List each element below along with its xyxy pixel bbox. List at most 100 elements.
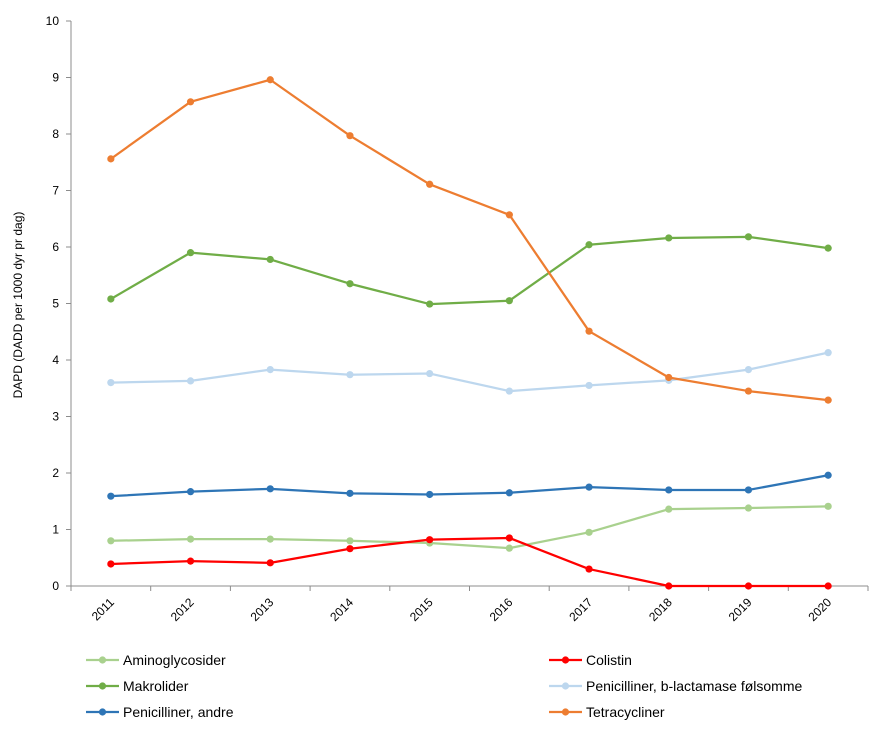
series-line [110, 536, 829, 588]
legend-item: Penicilliner, andre [86, 704, 234, 720]
data-point [186, 249, 195, 257]
legend-marker [561, 708, 570, 716]
data-point [505, 211, 513, 219]
data-point [505, 387, 513, 395]
data-point [266, 535, 274, 543]
y-tick-label: 6 [52, 240, 59, 254]
data-point [824, 582, 832, 590]
x-tick-label: 2012 [168, 595, 197, 624]
data-point [585, 528, 593, 536]
series-makrolider [107, 233, 832, 308]
data-point [107, 537, 115, 545]
data-point [426, 536, 434, 544]
y-tick-label: 0 [52, 579, 59, 593]
data-point [665, 505, 673, 513]
data-point [346, 280, 354, 288]
y-tick-label: 2 [52, 466, 59, 480]
legend-label: Colistin [586, 652, 632, 668]
x-tick-label: 2019 [726, 595, 755, 624]
data-point [426, 180, 434, 188]
series-line [110, 351, 829, 393]
legend-marker [98, 708, 107, 716]
data-point [186, 98, 195, 106]
x-tick-label: 2016 [487, 595, 516, 624]
data-point [585, 327, 593, 335]
data-point [824, 502, 832, 510]
legend-item: Penicilliner, b-lactamase følsomme [549, 678, 803, 694]
y-tick-label: 5 [52, 297, 59, 311]
data-point [266, 255, 274, 264]
x-tick-label: 2015 [407, 595, 436, 624]
legend-item: Tetracycliner [549, 704, 665, 720]
data-point [824, 471, 832, 479]
data-point [505, 489, 513, 497]
data-point [665, 234, 673, 242]
series-colistin [107, 534, 832, 590]
data-point [824, 244, 832, 252]
data-point [346, 132, 354, 140]
x-tick-label: 2011 [89, 595, 117, 623]
x-tick-label: 2018 [646, 595, 675, 624]
legend-label: Penicilliner, b-lactamase følsomme [586, 678, 803, 694]
data-point [824, 396, 832, 404]
data-point [266, 485, 274, 493]
data-point [266, 366, 274, 374]
series-penicilliner-andre [107, 471, 832, 500]
data-point [186, 377, 195, 385]
legend-marker [98, 682, 107, 690]
data-point [744, 233, 753, 241]
data-point [266, 76, 274, 84]
data-point [107, 492, 115, 500]
data-point [585, 483, 593, 491]
legend-item: Colistin [549, 652, 632, 668]
data-point [346, 489, 354, 497]
legend-item: Aminoglycosider [86, 652, 226, 668]
axes [70, 21, 868, 587]
y-axis-label: DAPD (DADD per 1000 dyr pr dag) [11, 212, 25, 399]
y-tick-label: 9 [52, 71, 59, 85]
legend-label: Penicilliner, andre [123, 704, 234, 720]
y-tick-label: 10 [46, 14, 60, 28]
data-point [744, 582, 753, 590]
data-point [186, 557, 195, 565]
data-point [665, 486, 673, 494]
data-point [107, 155, 115, 163]
legend: Aminoglycosider Colistin Makrolider Penicil… [86, 652, 803, 720]
data-point [744, 387, 753, 395]
data-point [186, 535, 195, 543]
x-tick-label: 2020 [805, 595, 834, 624]
series-line [110, 235, 829, 306]
data-point [505, 297, 513, 305]
data-point [665, 582, 673, 590]
series-line [110, 505, 829, 550]
data-point [107, 560, 115, 568]
y-tick-label: 8 [52, 127, 59, 141]
data-point [346, 371, 354, 379]
x-tick-labels: 2011 2012 2013 2014 2015 2016 2017 2018 2019 2020 [70, 586, 869, 624]
x-tick-label: 2013 [248, 595, 277, 624]
series-line [110, 474, 829, 498]
legend-marker [561, 682, 570, 690]
y-tick-labels: 0 1 2 3 4 5 6 7 8 9 10 [46, 14, 71, 593]
data-point [665, 373, 673, 382]
data-point [505, 534, 513, 542]
data-point [585, 381, 593, 390]
legend-marker [98, 656, 107, 664]
series-group [107, 76, 832, 590]
x-tick-label: 2014 [327, 595, 356, 624]
legend-label: Aminoglycosider [123, 652, 226, 668]
data-point [426, 300, 434, 308]
y-tick-label: 4 [52, 353, 59, 367]
data-point [107, 379, 115, 387]
data-point [186, 488, 195, 496]
data-point [266, 559, 274, 567]
y-tick-label: 3 [52, 410, 59, 424]
data-point [426, 369, 434, 378]
data-point [744, 504, 753, 512]
legend-item: Makrolider [86, 678, 189, 694]
data-point [346, 545, 354, 553]
series-tetracycliner [107, 76, 832, 404]
legend-label: Makrolider [123, 678, 189, 694]
data-point [505, 544, 513, 552]
